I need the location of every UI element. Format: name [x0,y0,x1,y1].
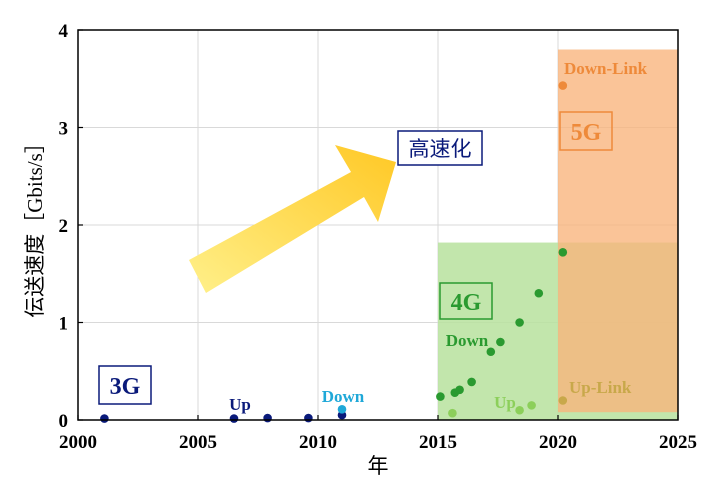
4g-up-label: Up [494,393,516,412]
3g-up-label: Up [229,395,251,414]
point-3g-down-0 [337,404,347,414]
5g-downlink-label: Down-Link [564,59,648,78]
speed-up-label: 高速化 [409,137,472,161]
point-4g-down-0 [436,392,445,401]
5g-uplink-label: Up-Link [569,378,632,397]
4g-down-label: Down [446,331,489,350]
y-tick-label-0: 0 [59,411,69,432]
4g-box-label: 4G [451,290,482,316]
point-5g-down-link-0 [558,81,568,90]
y-tick-label-4: 4 [59,21,69,42]
speed-up-box [397,130,483,166]
speed-up-arrow [189,145,396,293]
5g-box-label: 5G [571,120,602,146]
y-axis-label: 伝送速度［Gbits/s］ [23,132,47,318]
x-tick-label-3: 2015 [419,432,457,453]
point-4g-down-6 [515,318,524,327]
point-3g-up-1 [229,414,239,423]
5g-box [559,111,613,151]
point-5g-up-link-0 [558,396,568,405]
generation-regions [438,49,678,420]
x-tick-label-1: 2005 [179,432,217,453]
point-4g-down-4 [486,347,496,357]
x-tick-label-2: 2010 [299,432,337,453]
point-4g-down-8 [558,248,568,257]
x-axis-label: 年 [368,454,389,478]
3g-box-label: 3G [110,374,141,400]
region-5g [558,49,678,413]
4g-box [439,282,493,320]
point-4g-up-0 [448,408,457,418]
point-4g-down-5 [496,337,505,347]
point-4g-down-3 [467,377,476,387]
point-4g-down-7 [534,288,544,298]
y-tick-label-1: 1 [59,314,69,335]
y-tick-label-2: 2 [59,216,69,237]
3g-down-label: Down [322,387,365,406]
y-tick-label-3: 3 [59,119,69,140]
data-points [100,81,568,423]
point-4g-up-1 [515,405,524,415]
point-3g-up-3 [304,413,313,423]
point-4g-down-2 [455,385,464,395]
x-tick-label-0: 2000 [59,432,97,453]
point-3g-up-0 [100,414,109,423]
axis-ticks: 2000 2005 2010 2015 2020 2025 0 1 2 3 4 [59,21,698,453]
point-3g-up-2 [263,413,272,423]
x-tick-label-5: 2025 [659,432,697,453]
3g-box [98,365,152,405]
x-tick-label-4: 2020 [539,432,577,453]
point-4g-up-2 [527,401,536,410]
